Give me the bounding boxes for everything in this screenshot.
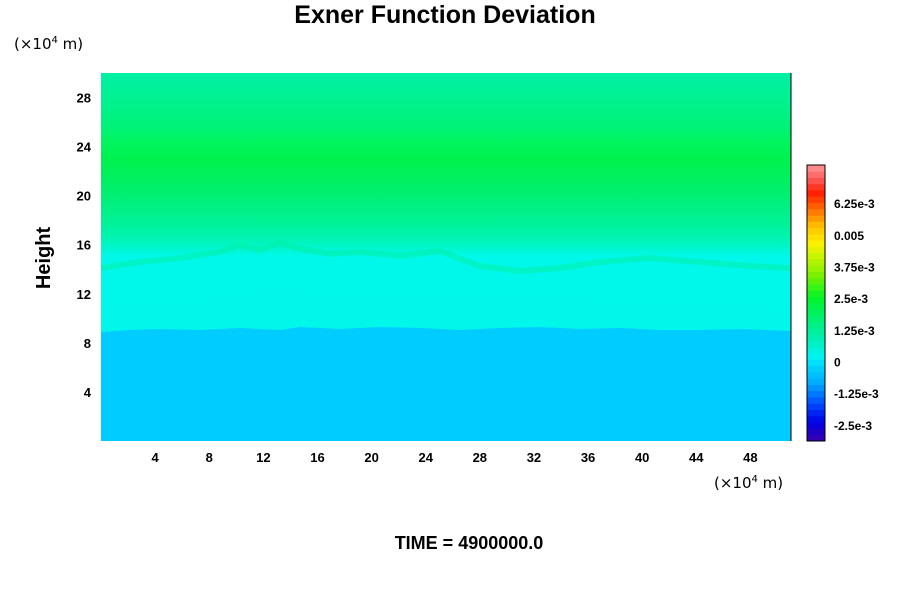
- colorbar-swatch: [807, 428, 825, 436]
- y-tick-label: 28: [77, 91, 91, 106]
- colorbar: [806, 164, 826, 442]
- wavy-contour: [100, 239, 792, 275]
- colorbar-swatch: [807, 415, 825, 423]
- colorbar-swatch: [807, 403, 825, 411]
- x-tick-label: 20: [364, 450, 378, 465]
- plot-area: [100, 73, 792, 441]
- y-axis-label: Height: [33, 227, 55, 290]
- colorbar-tick-label: 1.25e-3: [834, 324, 875, 338]
- x-tick-label: 16: [310, 450, 324, 465]
- colorbar-swatch: [807, 390, 825, 398]
- colorbar-swatch: [807, 208, 825, 216]
- x-unit-label: (×104 m): [714, 474, 783, 492]
- colorbar-swatch: [807, 409, 825, 417]
- colorbar-swatch: [807, 171, 825, 178]
- x-tick-label: 48: [743, 450, 757, 465]
- x-tick-label: 28: [473, 450, 487, 465]
- x-tick-label: 44: [689, 450, 704, 465]
- colorbar-swatch: [807, 434, 825, 442]
- colorbar-swatch: [807, 284, 825, 291]
- colorbar-swatch: [807, 221, 825, 229]
- colorbar-swatch: [807, 353, 825, 360]
- colorbar-swatch: [807, 259, 825, 266]
- x-tick-label: 32: [527, 450, 541, 465]
- x-tick-label: 36: [581, 450, 595, 465]
- y-tick-label: 24: [77, 140, 92, 155]
- colorbar-swatch: [807, 384, 825, 392]
- colorbar-frame: [806, 164, 826, 442]
- colorbar-swatch: [807, 227, 825, 235]
- y-unit-label: (×104 m): [14, 35, 83, 53]
- colorbar-swatch: [807, 372, 825, 379]
- colorbar-swatch: [807, 359, 825, 367]
- colorbar-swatch: [807, 321, 825, 329]
- colorbar-swatch: [807, 315, 825, 323]
- colorbar-tick-label: 3.75e-3: [834, 261, 875, 275]
- colorbar-swatch: [807, 340, 825, 348]
- colorbar-tick-label: -2.5e-3: [834, 419, 872, 433]
- colorbar-tick-label: 6.25e-3: [834, 197, 875, 211]
- y-tick-label: 20: [77, 189, 91, 204]
- colorbar-swatch: [807, 397, 825, 404]
- colorbar-swatch: [807, 165, 825, 172]
- colorbar-swatch: [807, 183, 825, 191]
- x-tick-label: 40: [635, 450, 649, 465]
- cyan-transition-band: [101, 286, 791, 335]
- colorbar-swatch: [807, 303, 825, 310]
- colorbar-labels: 6.25e-3 0.005 3.75e-3 2.5e-3 1.25e-3 0 -1.25e-…: [834, 197, 879, 433]
- colorbar-swatch: [807, 365, 825, 373]
- colorbar-swatch: [807, 290, 825, 298]
- colorbar-swatch: [807, 177, 825, 185]
- x-axis-ticks: 4 8 12 16 20 24 28 32 36 40 44 48: [152, 450, 758, 465]
- y-tick-label: 4: [84, 385, 92, 400]
- colorbar-swatch: [807, 277, 825, 285]
- colorbar-swatch: [807, 422, 825, 429]
- x-tick-label: 24: [418, 450, 433, 465]
- colorbar-swatch: [807, 215, 825, 222]
- colorbar-swatch: [807, 265, 825, 273]
- y-axis-ticks: 4 8 12 16 20 24 28: [77, 91, 92, 400]
- x-tick-label: 4: [152, 450, 160, 465]
- y-tick-label: 8: [84, 336, 91, 351]
- colorbar-swatch: [807, 346, 825, 354]
- colorbar-swatch: [807, 202, 825, 210]
- colorbar-tick-label: 2.5e-3: [834, 292, 868, 306]
- x-tick-label: 12: [256, 450, 270, 465]
- colorbar-swatch: [807, 234, 825, 241]
- colorbar-swatch: [807, 246, 825, 254]
- colorbar-swatch: [807, 328, 825, 335]
- colorbar-tick-label: 0: [834, 356, 841, 370]
- colorbar-swatch: [807, 196, 825, 204]
- chart-title: Exner Function Deviation: [294, 1, 595, 29]
- colorbar-tick-label: -1.25e-3: [834, 387, 879, 401]
- colorbar-swatch: [807, 271, 825, 279]
- bottom-layer: [101, 327, 791, 441]
- y-tick-label: 16: [77, 238, 91, 253]
- colorbar-swatch: [807, 240, 825, 247]
- colorbar-swatch: [807, 378, 825, 385]
- colorbar-swatch: [807, 252, 825, 260]
- time-label: TIME = 4900000.0: [395, 533, 544, 553]
- colorbar-swatch: [807, 190, 825, 197]
- y-tick-label: 12: [77, 287, 91, 302]
- colorbar-tick-label: 0.005: [834, 229, 864, 243]
- x-tick-label: 8: [206, 450, 213, 465]
- colorbar-swatch: [807, 309, 825, 316]
- colorbar-swatch: [807, 296, 825, 304]
- colorbar-swatch: [807, 334, 825, 342]
